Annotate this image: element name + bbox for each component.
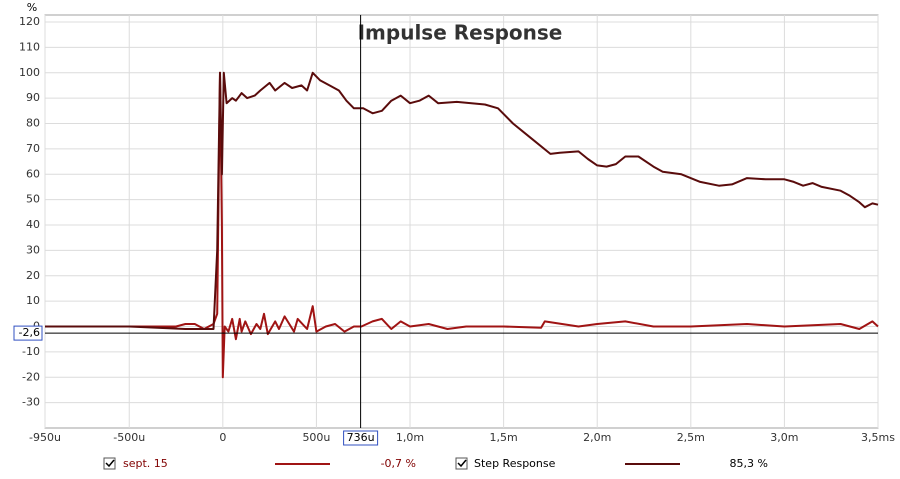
x-tick-label: -950u: [29, 431, 61, 444]
plot-area: [44, 14, 879, 429]
x-tick-label: 3,5ms: [861, 431, 895, 444]
checkbox[interactable]: [103, 457, 116, 470]
checkmark: [457, 459, 467, 468]
cursor-y-box: [13, 325, 43, 341]
x-tick-label: -500u: [113, 431, 145, 444]
y-tick-label: 20: [26, 269, 40, 282]
legend: sept. 15 -0,7 % Step Response 85,3 %: [103, 457, 768, 470]
x-tick-label: 1,0m: [396, 431, 424, 444]
y-tick-label: 70: [26, 142, 40, 155]
chart-title: Impulse Response: [358, 21, 563, 45]
x-tick-label: 500u: [302, 431, 330, 444]
x-tick-label: 1,5m: [490, 431, 518, 444]
y-tick-label: 50: [26, 193, 40, 206]
lines: [45, 71, 879, 379]
legend-label: Step Response: [474, 457, 556, 470]
x-tick-label: 0: [219, 431, 226, 444]
checkbox[interactable]: [455, 457, 468, 470]
y-tick-label: -10: [22, 345, 40, 358]
y-tick-label: 60: [26, 167, 40, 180]
y-tick-label: 100: [19, 66, 40, 79]
series-line: [45, 71, 879, 330]
x-tick-label: 2,5m: [677, 431, 705, 444]
y-tick-label: 90: [26, 91, 40, 104]
y-tick-label: 110: [19, 40, 40, 53]
legend-label: sept. 15: [123, 457, 168, 470]
y-tick-label: -20: [22, 370, 40, 383]
y-tick-label: 40: [26, 218, 40, 231]
y-tick-label: -30: [22, 396, 40, 409]
cursor-y-label: -2,6: [19, 326, 40, 339]
series-line: [45, 71, 879, 379]
x-tick-label: 3,0m: [770, 431, 798, 444]
grid: [44, 15, 879, 428]
legend-readout: 85,3 %: [730, 457, 768, 470]
checkmark: [105, 459, 115, 468]
y-tick-label: 10: [26, 294, 40, 307]
y-axis-label: %: [27, 1, 37, 14]
legend-readout: -0,7 %: [381, 457, 416, 470]
cursor-x-box: [343, 430, 379, 446]
y-tick-label: 120: [19, 15, 40, 28]
x-tick-label: 2,0m: [583, 431, 611, 444]
y-tick-label: 30: [26, 243, 40, 256]
cursor-x-label: 736u: [347, 431, 375, 444]
y-tick-label: 80: [26, 117, 40, 130]
